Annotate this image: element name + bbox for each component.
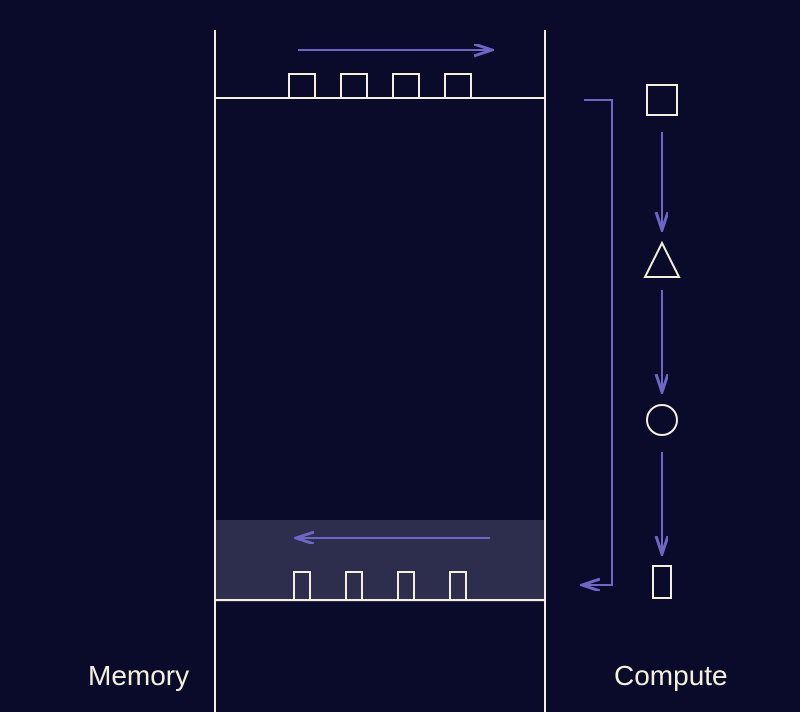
memory-label: Memory <box>88 660 189 692</box>
compute-label: Compute <box>614 660 728 692</box>
memory-compute-diagram <box>0 0 800 712</box>
